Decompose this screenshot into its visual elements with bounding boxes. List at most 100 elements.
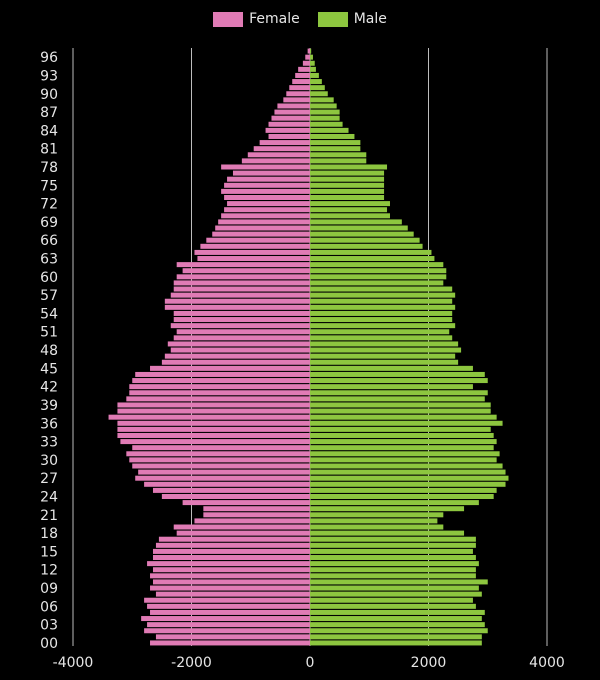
bar-male[interactable] — [310, 616, 482, 622]
bar-male[interactable] — [310, 487, 497, 493]
bar-female[interactable] — [164, 353, 310, 359]
bar-female[interactable] — [292, 79, 310, 85]
bar-male[interactable] — [310, 573, 476, 579]
bar-female[interactable] — [286, 91, 310, 97]
bar-female[interactable] — [158, 536, 310, 542]
bar-female[interactable] — [221, 213, 310, 219]
bar-male[interactable] — [310, 353, 456, 359]
bar-male[interactable] — [310, 500, 479, 506]
bar-female[interactable] — [295, 72, 310, 78]
bar-female[interactable] — [173, 335, 310, 341]
bar-female[interactable] — [129, 457, 310, 463]
bar-male[interactable] — [310, 634, 482, 640]
bar-female[interactable] — [194, 249, 310, 255]
bar-male[interactable] — [310, 79, 322, 85]
bar-female[interactable] — [135, 475, 310, 481]
bar-male[interactable] — [310, 609, 485, 615]
bar-female[interactable] — [129, 384, 310, 390]
bar-male[interactable] — [310, 304, 456, 310]
bar-male[interactable] — [310, 420, 503, 426]
legend-item-female[interactable]: Female — [213, 11, 300, 27]
bar-female[interactable] — [117, 420, 310, 426]
bar-male[interactable] — [310, 207, 388, 213]
bar-male[interactable] — [310, 256, 435, 262]
bar-female[interactable] — [155, 591, 310, 597]
bar-female[interactable] — [132, 463, 310, 469]
bar-male[interactable] — [310, 176, 385, 182]
bar-female[interactable] — [152, 548, 310, 554]
bar-male[interactable] — [310, 60, 315, 66]
bar-female[interactable] — [197, 256, 310, 262]
bar-female[interactable] — [227, 201, 310, 207]
bar-female[interactable] — [224, 207, 310, 213]
bar-male[interactable] — [310, 133, 355, 139]
bar-female[interactable] — [152, 567, 310, 573]
bar-male[interactable] — [310, 371, 485, 377]
bar-male[interactable] — [310, 91, 328, 97]
bar-female[interactable] — [215, 225, 310, 231]
bar-male[interactable] — [310, 121, 343, 127]
bar-female[interactable] — [141, 616, 310, 622]
bar-female[interactable] — [289, 85, 310, 91]
bar-female[interactable] — [265, 127, 310, 133]
bar-male[interactable] — [310, 445, 494, 451]
bar-female[interactable] — [126, 396, 310, 402]
bar-female[interactable] — [144, 597, 310, 603]
bar-male[interactable] — [310, 518, 438, 524]
bar-female[interactable] — [164, 298, 310, 304]
bar-female[interactable] — [164, 304, 310, 310]
bar-female[interactable] — [150, 585, 310, 591]
bar-female[interactable] — [150, 573, 310, 579]
bar-male[interactable] — [310, 365, 473, 371]
bar-male[interactable] — [310, 603, 476, 609]
bar-female[interactable] — [232, 170, 310, 176]
bar-male[interactable] — [310, 317, 453, 323]
bar-female[interactable] — [271, 115, 310, 121]
bar-male[interactable] — [310, 237, 420, 243]
bar-female[interactable] — [173, 310, 310, 316]
bar-male[interactable] — [310, 249, 432, 255]
bar-female[interactable] — [206, 237, 310, 243]
bar-female[interactable] — [277, 103, 310, 109]
bar-male[interactable] — [310, 48, 312, 54]
bar-female[interactable] — [155, 634, 310, 640]
bar-male[interactable] — [310, 329, 450, 335]
bar-male[interactable] — [310, 213, 390, 219]
bar-female[interactable] — [152, 579, 310, 585]
bar-female[interactable] — [259, 140, 310, 146]
bar-male[interactable] — [310, 591, 482, 597]
bar-male[interactable] — [310, 274, 447, 280]
bar-female[interactable] — [253, 146, 310, 152]
bar-female[interactable] — [144, 481, 310, 487]
bar-male[interactable] — [310, 286, 453, 292]
bar-male[interactable] — [310, 457, 497, 463]
bar-male[interactable] — [310, 463, 503, 469]
bar-female[interactable] — [138, 469, 310, 475]
bar-female[interactable] — [247, 152, 310, 158]
bar-male[interactable] — [310, 335, 453, 341]
bar-male[interactable] — [310, 194, 385, 201]
bar-male[interactable] — [310, 512, 444, 518]
bar-male[interactable] — [310, 182, 385, 188]
bar-female[interactable] — [161, 493, 310, 500]
bar-female[interactable] — [173, 280, 310, 286]
bar-male[interactable] — [310, 426, 491, 432]
bar-male[interactable] — [310, 109, 340, 115]
bar-female[interactable] — [173, 524, 310, 530]
bar-female[interactable] — [283, 97, 310, 103]
bar-female[interactable] — [170, 347, 310, 353]
bar-female[interactable] — [150, 640, 310, 646]
bar-male[interactable] — [310, 54, 313, 60]
bar-male[interactable] — [310, 201, 390, 207]
bar-male[interactable] — [310, 170, 385, 176]
bar-male[interactable] — [310, 231, 414, 237]
bar-male[interactable] — [310, 475, 509, 481]
bar-female[interactable] — [200, 243, 310, 249]
bar-male[interactable] — [310, 262, 444, 268]
bar-male[interactable] — [310, 310, 453, 316]
bar-male[interactable] — [310, 469, 506, 475]
bar-male[interactable] — [310, 481, 506, 487]
bar-male[interactable] — [310, 506, 465, 512]
bar-female[interactable] — [150, 365, 310, 371]
bar-male[interactable] — [310, 567, 476, 573]
